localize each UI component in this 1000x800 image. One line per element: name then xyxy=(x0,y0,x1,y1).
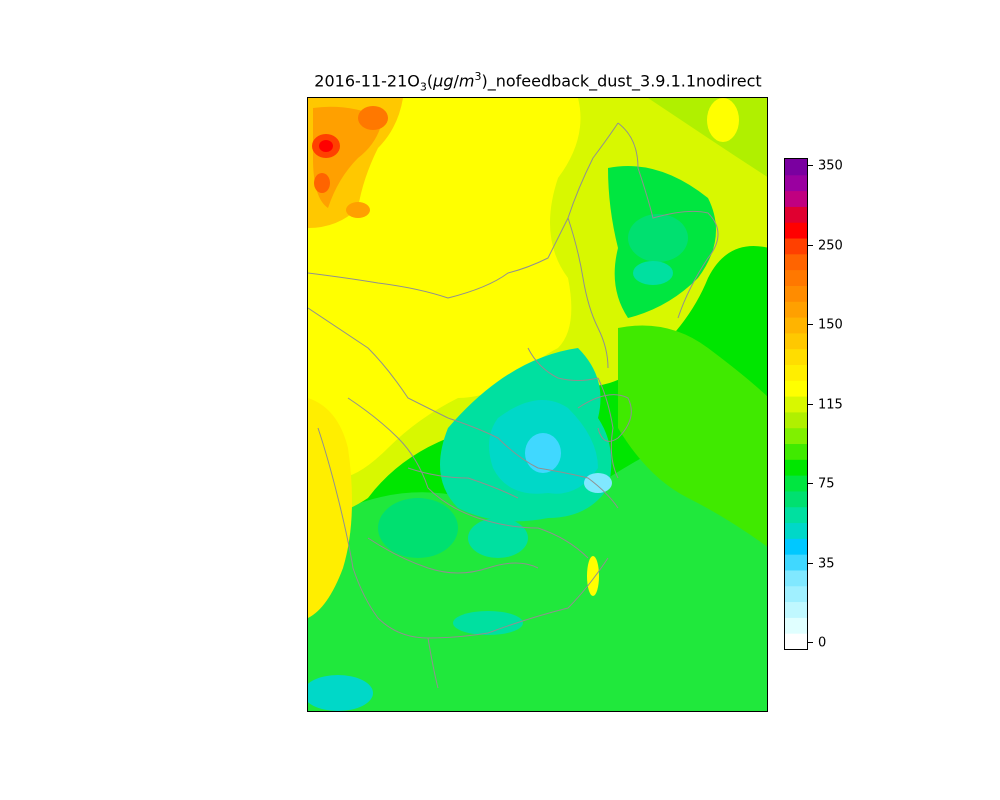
title-unit-exp: 3 xyxy=(474,70,482,83)
colorbar-band xyxy=(785,459,807,476)
colorbar-tick-0 xyxy=(808,642,813,643)
colorbar-band xyxy=(785,364,807,381)
region-yangtze-delta xyxy=(584,473,612,493)
colorbar-band xyxy=(785,490,807,508)
colorbar-label-350: 350 xyxy=(818,158,843,174)
colorbar-band xyxy=(785,174,807,192)
colorbar-band xyxy=(785,617,807,634)
region-west-plateau xyxy=(308,398,352,618)
map-title: 2016-11-21O3(μg/m3)_nofeedback_dust_3.9.… xyxy=(300,70,776,94)
title-unit-m: m xyxy=(458,71,475,91)
colorbar-tick-35 xyxy=(808,563,813,564)
colorbar-band xyxy=(785,159,807,176)
colorbar-band xyxy=(785,538,807,555)
colorbar-band xyxy=(785,475,807,492)
colorbar-label-75: 75 xyxy=(818,476,835,492)
region-northeast-core xyxy=(628,214,688,262)
colorbar-band xyxy=(785,222,807,239)
colorbar-tick-115 xyxy=(808,404,813,405)
colorbar-band xyxy=(785,269,807,286)
colorbar-label-0: 0 xyxy=(818,635,827,651)
title-run-name: _nofeedback_dust_3.9.1.1nodirect xyxy=(487,71,762,91)
colorbar-band xyxy=(785,601,807,618)
region-east-sea xyxy=(618,325,767,547)
colorbar-label-250: 250 xyxy=(818,238,843,254)
colorbar-band xyxy=(785,443,807,460)
region-desert-core xyxy=(313,106,383,208)
title-unit-slash: / xyxy=(453,71,459,91)
colorbar-gradient xyxy=(785,159,807,649)
colorbar-label-35: 35 xyxy=(818,556,835,572)
region-ncp-core xyxy=(525,433,561,473)
title-date: 2016-11-21 xyxy=(314,71,408,91)
region-northeast-spot xyxy=(633,261,673,285)
colorbar-band xyxy=(785,506,807,524)
colorbar-tick-150 xyxy=(808,324,813,325)
region-mongolia-plateau xyxy=(308,98,581,498)
colorbar-tick-75 xyxy=(808,483,813,484)
title-unit-close: ) xyxy=(481,71,488,91)
colorbar-band xyxy=(785,380,807,397)
colorbar-band xyxy=(785,522,807,539)
ozone-map xyxy=(307,97,768,712)
title-species: O xyxy=(407,71,420,91)
colorbar-tick-350 xyxy=(808,165,813,166)
title-species-subscript: 3 xyxy=(419,80,427,94)
region-central-china xyxy=(468,518,528,558)
title-unit-open: ( xyxy=(426,71,434,91)
ozone-map-svg xyxy=(308,98,767,711)
region-taiwan-strait xyxy=(587,556,599,596)
colorbar-band xyxy=(785,190,807,207)
region-sichuan-basin xyxy=(378,498,458,558)
colorbar-band xyxy=(785,396,807,413)
colorbar-band xyxy=(785,206,807,223)
colorbar-band xyxy=(785,317,807,334)
colorbar xyxy=(784,158,808,650)
colorbar-label-150: 150 xyxy=(818,317,843,333)
hotspot-3 xyxy=(346,202,370,218)
colorbar-band xyxy=(785,569,807,587)
colorbar-band xyxy=(785,411,807,429)
colorbar-band xyxy=(785,285,807,302)
region-southwest-corner xyxy=(308,675,373,711)
hotspot-1-core xyxy=(319,140,333,152)
colorbar-band xyxy=(785,348,807,365)
region-south-china xyxy=(308,398,767,711)
colorbar-tick-250 xyxy=(808,245,813,246)
colorbar-band xyxy=(785,301,807,318)
colorbar-band xyxy=(785,633,807,649)
hotspot-2 xyxy=(314,173,330,193)
title-unit-g: g xyxy=(443,71,454,91)
province-boundaries xyxy=(308,122,719,689)
hotspot-4 xyxy=(358,106,388,130)
colorbar-label-115: 115 xyxy=(818,397,843,413)
colorbar-band xyxy=(785,585,807,603)
colorbar-band xyxy=(785,427,807,445)
colorbar-band xyxy=(785,253,807,271)
coastline-bohai xyxy=(577,394,632,442)
title-unit-mu: μ xyxy=(433,71,444,91)
colorbar-band xyxy=(785,554,807,571)
region-far-northeast-spot xyxy=(707,98,739,142)
region-pearl-delta xyxy=(453,611,523,635)
colorbar-band xyxy=(785,238,807,255)
colorbar-band xyxy=(785,332,807,350)
